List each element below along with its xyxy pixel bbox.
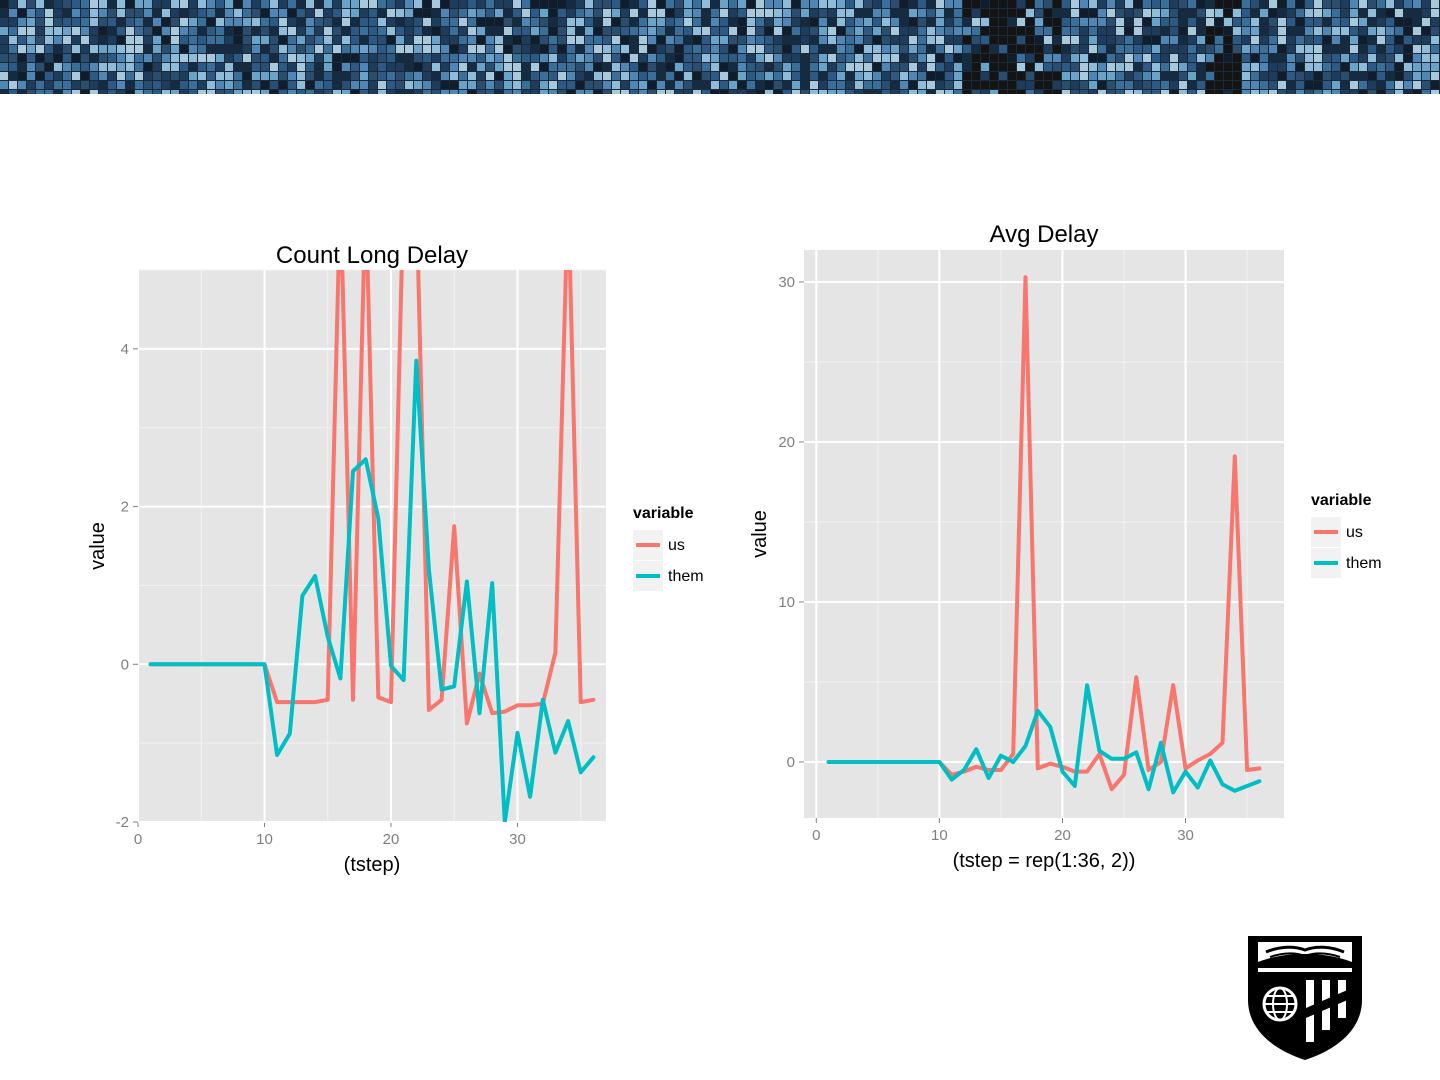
avg-delay-y-tick-label: 10 — [778, 594, 795, 611]
count-long-delay-x-axis-title: (tstep) — [344, 854, 401, 876]
count-long-delay-y-axis-title: value — [87, 522, 109, 570]
banner-tiles — [0, 0, 1439, 94]
avg-delay-chart-title: Avg Delay — [990, 221, 1099, 248]
avg-delay-x-tick-label: 30 — [1177, 827, 1194, 844]
count-long-delay-x-tick-label: 30 — [509, 831, 526, 848]
avg-delay-x-tick-label: 20 — [1054, 827, 1071, 844]
count-long-delay-plot-panel — [138, 270, 606, 822]
avg-delay-x-axis-title: (tstep = rep(1:36, 2)) — [953, 850, 1136, 872]
count-long-delay-chart-title: Count Long Delay — [276, 242, 468, 269]
avg-delay-y-tick-label: 20 — [778, 434, 795, 451]
avg-delay-legend-title: variable — [1311, 492, 1372, 509]
count-long-delay-chart: Count Long Delay 0 10 20 30 -2 0 2 4 (tstep) value… — [87, 242, 704, 876]
count-long-delay-x-tick-label: 0 — [134, 831, 142, 848]
avg-delay-chart: Avg Delay 0 10 20 30 0 10 20 30 (tstep = rep(1:36… — [749, 221, 1382, 872]
avg-delay-legend-label-them: them — [1346, 555, 1382, 572]
mosaic-banner-image — [0, 0, 1440, 94]
count-long-delay-y-tick-label: -2 — [116, 814, 129, 831]
avg-delay-x-tick-label: 0 — [812, 827, 820, 844]
avg-delay-y-tick-label: 0 — [787, 754, 795, 771]
count-long-delay-y-tick-label: 4 — [121, 341, 129, 358]
avg-delay-series-group — [826, 275, 1262, 795]
avg-delay-x-tick-label: 10 — [931, 827, 948, 844]
avg-delay-y-tick-label: 30 — [778, 274, 795, 291]
avg-delay-plot-panel — [804, 250, 1284, 818]
count-long-delay-series-group — [148, 270, 596, 822]
count-long-delay-legend-label-them: them — [668, 568, 704, 585]
university-shield-logo — [1248, 936, 1362, 1060]
count-long-delay-legend-label-us: us — [668, 537, 685, 554]
count-long-delay-y-tick-label: 0 — [121, 656, 129, 673]
avg-delay-series-line-them — [826, 683, 1262, 795]
avg-delay-legend-label-us: us — [1346, 524, 1363, 541]
count-long-delay-legend-title: variable — [633, 505, 694, 522]
count-long-delay-x-tick-label: 10 — [256, 831, 273, 848]
avg-delay-y-axis-title: value — [749, 510, 771, 558]
count-long-delay-y-tick-label: 2 — [121, 499, 129, 516]
count-long-delay-series-line-them — [148, 358, 596, 822]
count-long-delay-x-tick-label: 20 — [383, 831, 400, 848]
